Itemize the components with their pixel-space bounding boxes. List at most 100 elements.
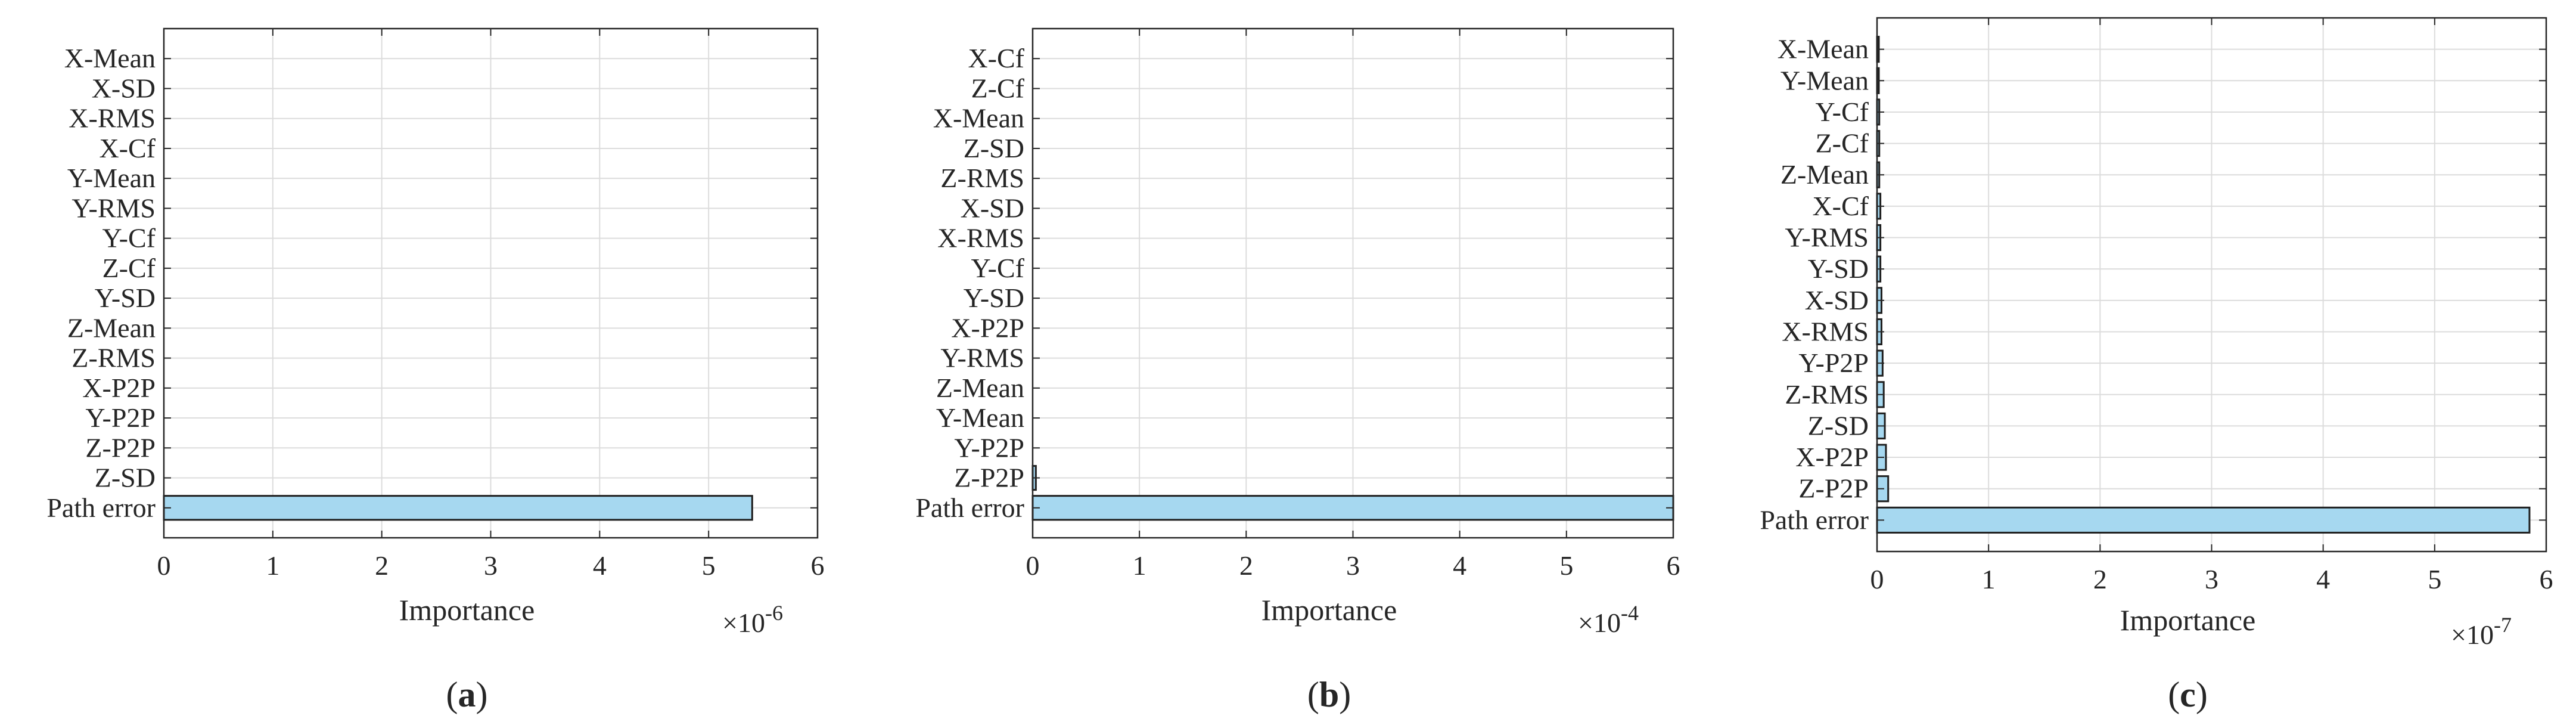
x-tick-label: 2 bbox=[1239, 550, 1253, 581]
bar-path-error bbox=[1031, 495, 1674, 521]
panel-label-close: ) bbox=[476, 675, 488, 714]
y-category-label: Z-SD bbox=[1808, 410, 1869, 441]
x-axis-exponent: ×10-4 bbox=[1578, 601, 1639, 638]
panel-label-close: ) bbox=[1339, 675, 1351, 714]
x-tick-label: 2 bbox=[2093, 564, 2107, 594]
y-category-label: Z-P2P bbox=[85, 432, 156, 463]
x-tick-label: 0 bbox=[157, 550, 171, 581]
y-category-label: Y-Cf bbox=[1816, 97, 1869, 127]
exponent-power: -4 bbox=[1621, 601, 1639, 625]
exponent-power: -7 bbox=[2494, 613, 2512, 637]
x-tick-label: 0 bbox=[1026, 550, 1040, 581]
y-category-label: Z-RMS bbox=[1785, 379, 1869, 410]
y-category-label: Y-SD bbox=[964, 283, 1024, 313]
y-category-label: Y-SD bbox=[1808, 253, 1869, 284]
x-tick-label: 4 bbox=[593, 550, 607, 581]
panel-label-open: ( bbox=[2168, 675, 2180, 714]
y-category-label: X-Cf bbox=[1812, 191, 1869, 221]
chart-panel-a: 0 1 2 3 4 5 6 X-MeanX-SDX-RMSX-CfY-MeanY-RMSY-C… bbox=[46, 27, 825, 714]
panel-label-open: ( bbox=[446, 675, 458, 714]
x-tick-label: 3 bbox=[2205, 564, 2218, 594]
exponent-power: -6 bbox=[765, 601, 783, 625]
y-category-label: Y-P2P bbox=[954, 432, 1024, 463]
x-axis-title: Importance bbox=[399, 593, 535, 627]
panel-label-letter: a bbox=[458, 675, 476, 714]
y-category-label: Z-P2P bbox=[954, 463, 1024, 493]
x-axis-title: Importance bbox=[1261, 593, 1397, 627]
y-category-label: Z-SD bbox=[95, 463, 156, 493]
x-tick-label: 2 bbox=[375, 550, 389, 581]
chart-panel-c: 0 1 2 3 4 5 6 X-MeanY-MeanY-CfZ-CfZ-MeanX-CfY-R… bbox=[1760, 17, 2553, 714]
x-tick-label: 0 bbox=[1870, 564, 1884, 594]
y-category-label: Y-P2P bbox=[85, 402, 156, 433]
y-category-label: Z-SD bbox=[964, 133, 1024, 163]
x-tick-label: 4 bbox=[2316, 564, 2330, 594]
exponent-base: ×10 bbox=[2451, 619, 2494, 650]
y-category-label: X-P2P bbox=[951, 312, 1024, 343]
y-category-label: Y-RMS bbox=[940, 343, 1024, 373]
y-category-label: X-SD bbox=[92, 73, 156, 103]
panel-label-letter: b bbox=[1319, 675, 1339, 714]
y-category-label: X-SD bbox=[1805, 285, 1869, 315]
panel-label-open: ( bbox=[1307, 675, 1319, 714]
y-category-label: Z-Cf bbox=[971, 73, 1025, 103]
y-category-label: Y-Mean bbox=[936, 402, 1024, 433]
y-category-label: X-RMS bbox=[937, 223, 1024, 253]
x-tick-label: 1 bbox=[1133, 550, 1146, 581]
x-tick-label: 5 bbox=[702, 550, 716, 581]
y-category-label: Z-Cf bbox=[1816, 128, 1869, 159]
panel-label: (c) bbox=[2168, 675, 2208, 714]
y-category-label: X-Cf bbox=[968, 43, 1024, 73]
y-category-label: X-Mean bbox=[933, 103, 1024, 134]
y-category-label: Path error bbox=[915, 492, 1024, 523]
y-category-label: Y-Cf bbox=[102, 223, 156, 253]
bar-path-error bbox=[1876, 506, 2531, 534]
y-category-label: Z-Cf bbox=[102, 253, 156, 283]
bar-path-error bbox=[163, 495, 753, 521]
y-category-label: Path error bbox=[46, 492, 156, 523]
panel-label-letter: c bbox=[2180, 675, 2196, 714]
y-category-label: Y-Mean bbox=[67, 163, 156, 193]
panel-label: (a) bbox=[446, 675, 488, 714]
x-axis-exponent: ×10-7 bbox=[2451, 613, 2512, 650]
y-category-label: Z-RMS bbox=[72, 343, 156, 373]
y-category-label: X-Mean bbox=[1778, 34, 1869, 64]
y-category-label: Z-Mean bbox=[1780, 159, 1869, 190]
x-axis-title: Importance bbox=[2120, 603, 2256, 637]
x-axis-exponent: ×10-6 bbox=[722, 601, 783, 638]
y-category-label: Y-RMS bbox=[1785, 222, 1869, 253]
y-category-label: X-P2P bbox=[82, 373, 156, 403]
chart-panel-b: 0 1 2 3 4 5 6X-CfZ-CfX-MeanZ-SDZ-RMSX-SDX-RMSY… bbox=[915, 27, 1680, 714]
y-category-label: X-RMS bbox=[69, 103, 156, 134]
y-category-label: Z-Mean bbox=[67, 312, 156, 343]
exponent-base: ×10 bbox=[722, 608, 765, 638]
y-category-label: Z-Mean bbox=[936, 373, 1024, 403]
x-tick-label: 5 bbox=[1559, 550, 1573, 581]
y-category-label: X-Cf bbox=[99, 133, 156, 163]
y-category-label: Z-P2P bbox=[1798, 473, 1869, 504]
y-category-label: X-Mean bbox=[64, 43, 156, 73]
y-category-label: Y-Cf bbox=[971, 253, 1025, 283]
y-category-label: X-RMS bbox=[1782, 316, 1869, 346]
x-tick-label: 6 bbox=[811, 550, 825, 581]
y-category-label: Y-P2P bbox=[1798, 348, 1869, 378]
y-category-label: Y-SD bbox=[95, 283, 156, 313]
y-category-label: Y-RMS bbox=[72, 193, 156, 223]
panel-label-close: ) bbox=[2196, 675, 2208, 714]
y-category-label: X-SD bbox=[961, 193, 1024, 223]
x-tick-label: 4 bbox=[1453, 550, 1466, 581]
y-category-label: Z-RMS bbox=[940, 163, 1024, 193]
x-tick-label: 6 bbox=[1667, 550, 1680, 581]
y-category-label: Y-Mean bbox=[1780, 65, 1869, 95]
exponent-base: ×10 bbox=[1578, 608, 1621, 638]
x-tick-label: 5 bbox=[2428, 564, 2441, 594]
x-tick-label: 3 bbox=[1346, 550, 1360, 581]
y-category-label: X-P2P bbox=[1795, 442, 1869, 472]
y-category-label: Path error bbox=[1760, 504, 1869, 535]
x-tick-label: 6 bbox=[2540, 564, 2553, 594]
x-tick-label: 1 bbox=[266, 550, 279, 581]
x-tick-label: 1 bbox=[1982, 564, 1996, 594]
x-tick-label: 3 bbox=[484, 550, 498, 581]
panel-label: (b) bbox=[1307, 675, 1351, 714]
